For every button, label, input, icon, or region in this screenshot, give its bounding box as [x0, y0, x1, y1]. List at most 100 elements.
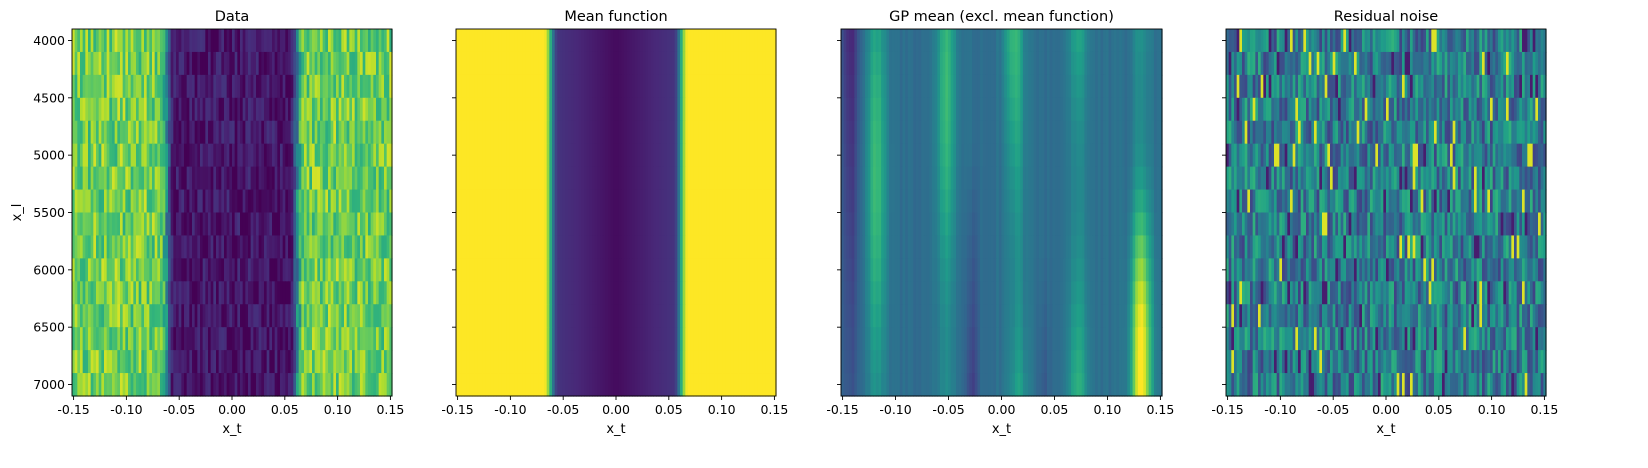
heatmap-cell [605, 143, 609, 168]
heatmap-cell [224, 189, 228, 214]
heatmap-cell [240, 166, 244, 191]
heatmap-cell [939, 166, 944, 191]
heatmap-cell [288, 97, 292, 122]
heatmap-cell [685, 350, 689, 374]
heatmap-cell [1071, 143, 1075, 168]
heatmap-cell [298, 304, 302, 328]
heatmap-cell [1105, 166, 1110, 191]
heatmap-cell [272, 327, 276, 351]
heatmap-cell [266, 143, 270, 168]
heatmap-cell [618, 143, 622, 168]
heatmap-cell [1103, 29, 1107, 53]
heatmap-cell [744, 212, 748, 237]
heatmap-cell [288, 212, 292, 237]
heatmap-cell [889, 120, 893, 145]
heatmap-cell [210, 327, 214, 351]
heatmap-cell [314, 350, 318, 374]
heatmap-cell [373, 143, 377, 168]
heatmap-cell [624, 327, 628, 351]
heatmap-cell [282, 51, 286, 76]
heatmap-cell [621, 281, 625, 305]
heatmap-cell [469, 166, 473, 191]
heatmap-cell [112, 120, 116, 145]
heatmap-cell [477, 143, 481, 168]
heatmap-cell [696, 281, 700, 305]
heatmap-cell [867, 120, 872, 145]
heatmap-cell [288, 235, 292, 259]
heatmap-cell [768, 212, 772, 237]
heatmap-cell [889, 51, 893, 76]
heatmap-cell [682, 258, 686, 282]
heatmap-cell [474, 350, 478, 374]
heatmap-cell [109, 258, 113, 282]
heatmap-cell [498, 212, 502, 237]
heatmap-cell [560, 74, 564, 99]
heatmap-cell [229, 258, 233, 282]
heatmap-cell [181, 166, 185, 191]
heatmap-cell [1111, 212, 1115, 237]
heatmap-cell [1004, 143, 1008, 168]
heatmap-cell [592, 304, 596, 328]
heatmap-cell [522, 97, 526, 122]
heatmap-cell [1079, 97, 1083, 122]
heatmap-cell [926, 212, 930, 237]
heatmap-cell [480, 29, 484, 53]
heatmap-cell [592, 143, 596, 168]
heatmap-cell [162, 350, 166, 374]
heatmap-cell [90, 166, 94, 191]
heatmap-cell [706, 258, 710, 282]
heatmap-cell [752, 97, 756, 122]
heatmap-cell [854, 143, 858, 168]
heatmap-cell [1014, 97, 1019, 122]
heatmap-cell [964, 189, 968, 214]
heatmap-cell [512, 373, 516, 397]
heatmap-cell [765, 235, 769, 259]
heatmap-cell [642, 212, 646, 237]
heatmap-cell [88, 189, 92, 214]
heatmap-cell [552, 235, 556, 259]
heatmap-cell [341, 235, 345, 259]
heatmap-cell [897, 166, 901, 191]
heatmap-cell [881, 143, 885, 168]
heatmap-cell [656, 235, 660, 259]
heatmap-cell [698, 373, 702, 397]
heatmap-cell [605, 74, 609, 99]
heatmap-cell [1065, 189, 1069, 214]
heatmap-cell [477, 373, 481, 397]
heatmap-cell [509, 235, 513, 259]
heatmap-cell [640, 189, 644, 214]
heatmap-cell [672, 29, 676, 53]
heatmap-cell [744, 29, 748, 53]
heatmap-cell [330, 189, 334, 214]
heatmap-cell [309, 189, 313, 214]
heatmap-cell [597, 304, 601, 328]
heatmap-cell [304, 74, 308, 99]
heatmap-cell [685, 281, 689, 305]
heatmap-cell [482, 189, 486, 214]
heatmap-cell [490, 327, 494, 351]
heatmap-cell [565, 304, 569, 328]
heatmap-cell [1017, 166, 1021, 191]
heatmap-cell [264, 350, 268, 374]
heatmap-cell [101, 258, 105, 282]
heatmap-cell [205, 29, 209, 53]
heatmap-cell [1153, 74, 1158, 99]
y-axis-label: x_l [10, 204, 25, 222]
heatmap-cell [186, 235, 190, 259]
heatmap-cell [690, 212, 694, 237]
heatmap-cell [875, 51, 880, 76]
heatmap-cell [493, 258, 497, 282]
heatmap-cell [1079, 143, 1083, 168]
heatmap-cell [562, 281, 566, 305]
heatmap-cell [538, 29, 542, 53]
heatmap-cell [704, 189, 708, 214]
heatmap-cell [934, 189, 938, 214]
heatmap-cell [1156, 51, 1160, 76]
heatmap-cell [506, 281, 510, 305]
heatmap-cell [762, 235, 766, 259]
heatmap-cell [362, 97, 366, 122]
heatmap-cell [576, 212, 580, 237]
heatmap-cell [709, 97, 713, 122]
heatmap-cell [1135, 51, 1139, 76]
heatmap-cell [168, 143, 172, 168]
